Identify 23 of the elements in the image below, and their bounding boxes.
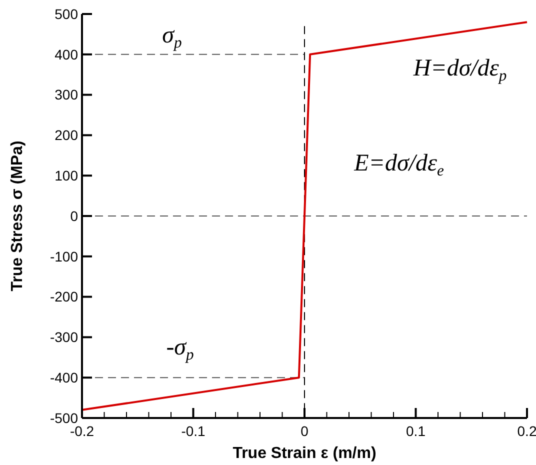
y-tick-label: -100 — [50, 248, 78, 264]
y-tick-label: 100 — [54, 168, 78, 184]
annotation: H=dσ/dε$_{p}$ — [412, 55, 507, 84]
y-tick-label: 500 — [54, 6, 78, 22]
y-tick-label: -400 — [50, 370, 78, 386]
x-tick-label: 0.1 — [406, 423, 426, 439]
x-tick-label: 0.2 — [517, 423, 536, 439]
y-tick-label: -200 — [50, 288, 78, 305]
y-tick-label: -500 — [50, 410, 78, 426]
y-tick-label: -300 — [50, 329, 78, 346]
x-tick-label: -0.1 — [181, 423, 206, 439]
annotation: E=dσ/dε$_{e}$ — [353, 150, 444, 180]
y-tick-label: 300 — [54, 86, 78, 103]
y-tick-label: 200 — [54, 127, 78, 144]
y-tick-label: 0 — [70, 208, 78, 224]
line-series — [81, 21, 528, 411]
x-axis-title: True Strain ε (m/m) — [232, 445, 376, 462]
y-axis-title: True Stress σ (MPa) — [9, 140, 26, 292]
x-tick-label: 0 — [300, 423, 309, 439]
y-tick-label: 400 — [54, 46, 78, 62]
x-tick-label: -0.2 — [70, 423, 94, 439]
annotation: -σ$_{p}$ — [166, 334, 194, 364]
annotation: σ$_{p}$ — [162, 22, 182, 52]
